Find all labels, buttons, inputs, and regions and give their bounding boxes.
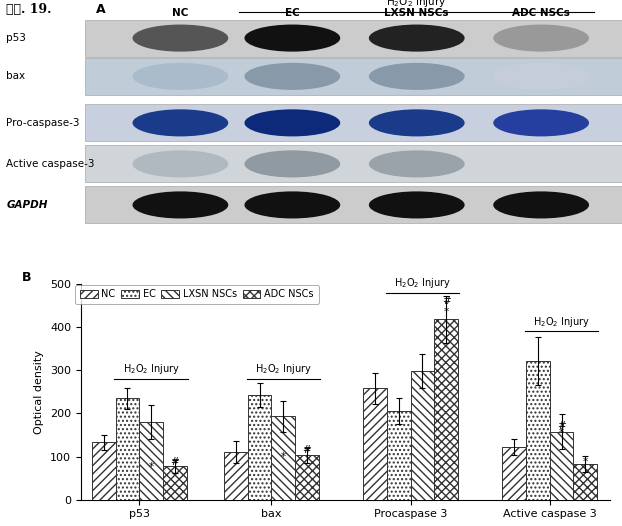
Text: Active caspase-3: Active caspase-3 [6,159,95,169]
Bar [116,398,139,500]
Text: p53: p53 [6,33,26,43]
Bar [295,456,318,500]
Ellipse shape [132,150,228,177]
Text: #: # [302,445,312,455]
Ellipse shape [493,25,589,52]
Ellipse shape [369,150,465,177]
Text: *: * [443,307,448,317]
Bar [163,466,187,500]
Text: ADC NSCs: ADC NSCs [512,7,570,17]
Text: #: # [442,296,450,306]
Text: H$_2$O$_2$ Injury: H$_2$O$_2$ Injury [533,315,590,329]
Text: Pro-caspase-3: Pro-caspase-3 [6,118,80,128]
Ellipse shape [244,63,340,90]
Bar [92,442,116,500]
Text: LXSN NSCs: LXSN NSCs [384,7,449,17]
Text: 그림. 19.: 그림. 19. [6,3,52,16]
Ellipse shape [244,150,340,177]
Bar [434,319,458,500]
Ellipse shape [493,109,589,136]
Ellipse shape [244,25,340,52]
Text: *: * [583,457,588,467]
Bar [85,58,622,95]
Text: H$_2$O$_2$ Injury: H$_2$O$_2$ Injury [255,362,312,376]
Text: H$_2$O$_2$ Injury: H$_2$O$_2$ Injury [394,276,451,290]
Bar [85,104,622,141]
Text: B: B [22,271,31,284]
Text: *: * [281,451,286,462]
Ellipse shape [369,25,465,52]
Bar [224,452,248,500]
Text: NC: NC [172,7,188,17]
Text: bax: bax [6,72,26,82]
Ellipse shape [369,191,465,218]
Bar [387,411,411,500]
Bar [248,395,271,500]
Ellipse shape [132,25,228,52]
Ellipse shape [244,191,340,218]
Y-axis label: Optical density: Optical density [34,350,44,434]
Bar [85,186,622,224]
Ellipse shape [493,63,589,90]
Text: *: * [149,462,154,472]
Ellipse shape [369,109,465,136]
Ellipse shape [132,63,228,90]
Bar [363,388,387,500]
Bar [573,464,597,500]
Bar [550,431,573,500]
Ellipse shape [493,150,589,177]
Text: EC: EC [285,7,300,17]
Bar [85,19,622,57]
Ellipse shape [132,109,228,136]
Bar [85,145,622,183]
Bar [503,447,526,500]
Ellipse shape [132,191,228,218]
Bar [271,417,295,500]
Text: A: A [96,3,106,16]
Text: *: * [559,428,564,438]
Text: H$_2$O$_2$ Injury: H$_2$O$_2$ Injury [386,0,447,9]
Text: H$_2$O$_2$ Injury: H$_2$O$_2$ Injury [123,362,180,376]
Bar [526,361,550,500]
Legend: NC, EC, LXSN NSCs, ADC NSCs: NC, EC, LXSN NSCs, ADC NSCs [75,285,318,305]
Ellipse shape [244,109,340,136]
Text: #: # [170,457,179,467]
Bar [411,371,434,500]
Ellipse shape [369,63,465,90]
Text: GAPDH: GAPDH [6,200,48,210]
Text: #: # [557,421,566,431]
Ellipse shape [493,191,589,218]
Bar [139,422,163,500]
